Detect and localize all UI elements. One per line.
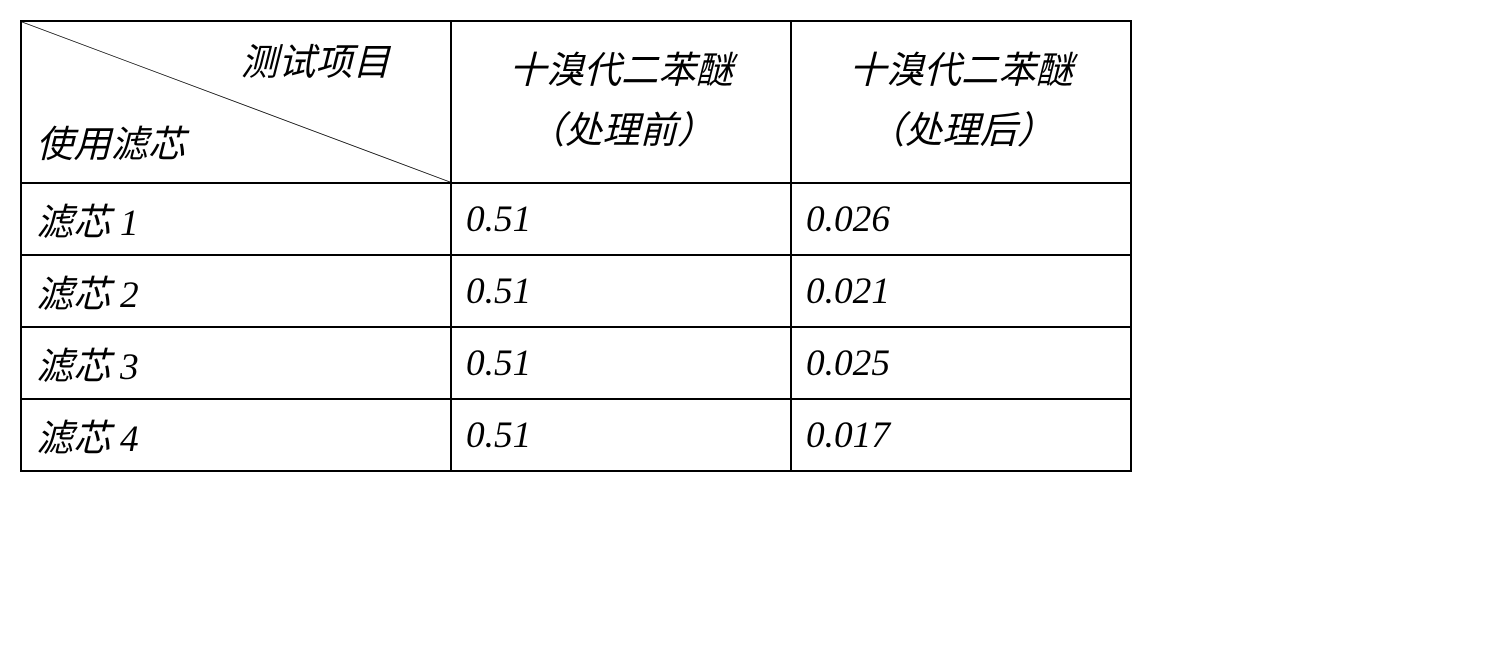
row-after: 0.017 <box>791 399 1131 471</box>
column-header-after: 十溴代二苯醚 （处理后） <box>791 21 1131 183</box>
row-before: 0.51 <box>451 183 791 255</box>
table-row: 滤芯 4 0.51 0.017 <box>21 399 1131 471</box>
row-after: 0.021 <box>791 255 1131 327</box>
table-row: 滤芯 1 0.51 0.026 <box>21 183 1131 255</box>
column-header-before-line2: （处理前） <box>466 102 776 162</box>
filter-results-table: 测试项目 使用滤芯 十溴代二苯醚 （处理前） 十溴代二苯醚 （处理后） 滤芯 1… <box>20 20 1132 472</box>
table-row: 滤芯 2 0.51 0.021 <box>21 255 1131 327</box>
column-header-before: 十溴代二苯醚 （处理前） <box>451 21 791 183</box>
column-header-after-line2: （处理后） <box>806 102 1116 162</box>
column-header-after-line1: 十溴代二苯醚 <box>806 42 1116 102</box>
row-before: 0.51 <box>451 327 791 399</box>
row-label: 滤芯 3 <box>21 327 451 399</box>
row-before: 0.51 <box>451 255 791 327</box>
row-label: 滤芯 4 <box>21 399 451 471</box>
row-before: 0.51 <box>451 399 791 471</box>
diagonal-header-cell: 测试项目 使用滤芯 <box>21 21 451 183</box>
filter-results-table-wrap: 测试项目 使用滤芯 十溴代二苯醚 （处理前） 十溴代二苯醚 （处理后） 滤芯 1… <box>20 20 1132 472</box>
column-header-before-line1: 十溴代二苯醚 <box>466 42 776 102</box>
diagonal-top-label: 测试项目 <box>241 32 390 86</box>
header-row: 测试项目 使用滤芯 十溴代二苯醚 （处理前） 十溴代二苯醚 （处理后） <box>21 21 1131 183</box>
row-after: 0.026 <box>791 183 1131 255</box>
row-label: 滤芯 1 <box>21 183 451 255</box>
row-after: 0.025 <box>791 327 1131 399</box>
row-label: 滤芯 2 <box>21 255 451 327</box>
table-row: 滤芯 3 0.51 0.025 <box>21 327 1131 399</box>
diagonal-bottom-label: 使用滤芯 <box>36 114 185 168</box>
